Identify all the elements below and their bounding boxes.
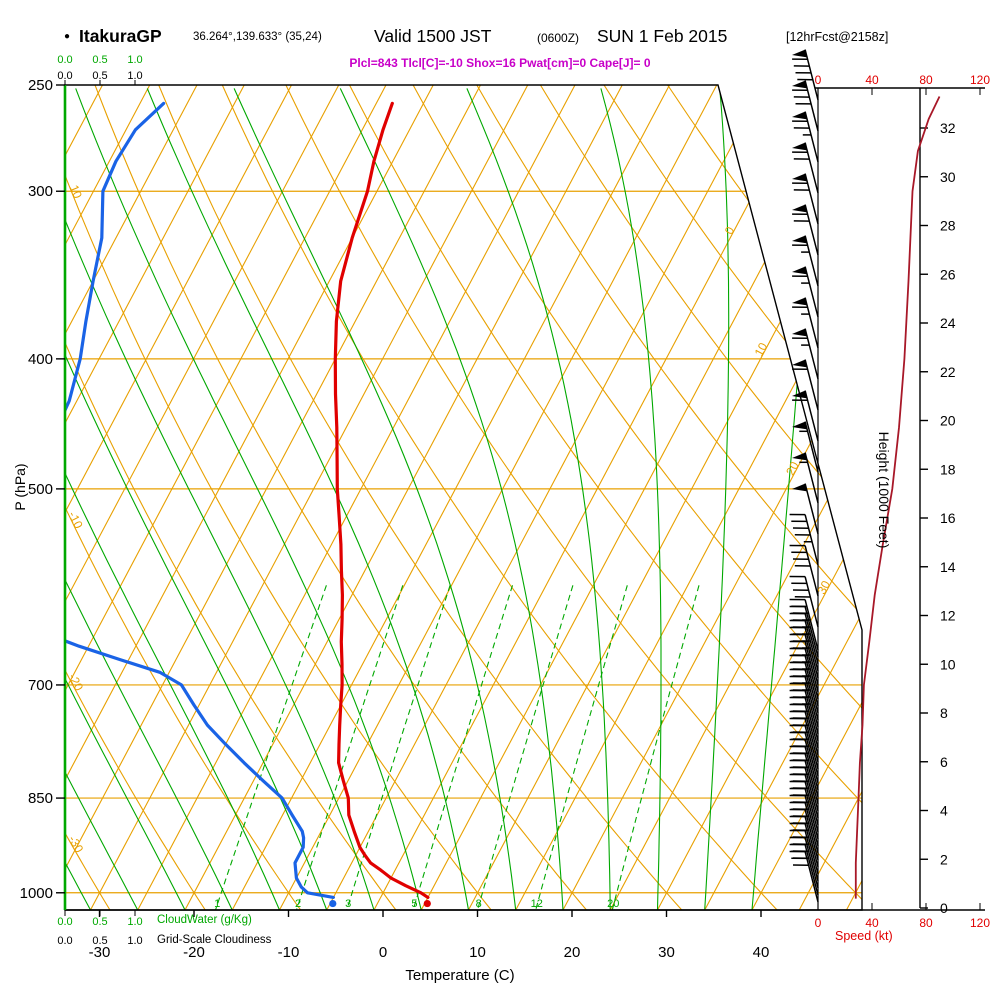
svg-text:0: 0 bbox=[722, 224, 738, 237]
svg-text:1.0: 1.0 bbox=[127, 70, 142, 82]
svg-text:18: 18 bbox=[940, 461, 956, 477]
svg-text:30: 30 bbox=[815, 578, 834, 597]
surface-dewpoint-dot bbox=[329, 899, 337, 908]
wind-barbs bbox=[789, 49, 819, 903]
svg-text:-20: -20 bbox=[183, 944, 205, 961]
svg-text:26: 26 bbox=[940, 266, 956, 282]
svg-text:0.0: 0.0 bbox=[57, 54, 72, 66]
svg-text:30: 30 bbox=[658, 944, 675, 961]
mixing-ratio-labels: 1 2 3 5 8 12 20 bbox=[214, 898, 619, 910]
svg-text:0.5: 0.5 bbox=[92, 54, 107, 66]
skewt-background bbox=[65, 85, 862, 910]
svg-text:0: 0 bbox=[815, 916, 822, 930]
svg-text:250: 250 bbox=[28, 77, 53, 94]
svg-text:40: 40 bbox=[753, 944, 770, 961]
svg-text:6: 6 bbox=[940, 754, 948, 770]
svg-text:40: 40 bbox=[865, 916, 879, 930]
svg-text:0.0: 0.0 bbox=[57, 916, 72, 928]
svg-text:20: 20 bbox=[940, 413, 956, 429]
svg-text:30: 30 bbox=[940, 169, 956, 185]
svg-text:1.0: 1.0 bbox=[127, 935, 142, 947]
valid-time: Valid 1500 JST bbox=[374, 26, 492, 46]
svg-text:22: 22 bbox=[940, 364, 956, 380]
dewpoint-curve bbox=[65, 101, 335, 900]
surface-markers bbox=[329, 899, 431, 908]
svg-text:5: 5 bbox=[411, 898, 417, 910]
svg-text:10: 10 bbox=[67, 183, 85, 201]
svg-text:40: 40 bbox=[865, 73, 879, 87]
svg-text:20: 20 bbox=[783, 459, 802, 478]
svg-text:-10: -10 bbox=[65, 509, 85, 531]
svg-text:80: 80 bbox=[919, 73, 933, 87]
temperature-curve bbox=[333, 101, 430, 900]
svg-text:20: 20 bbox=[607, 898, 619, 910]
svg-text:28: 28 bbox=[940, 218, 956, 234]
svg-text:0.5: 0.5 bbox=[92, 70, 107, 82]
svg-text:12: 12 bbox=[531, 898, 543, 910]
cloudiness-scale-title: Grid-Scale Cloudiness bbox=[157, 934, 272, 946]
svg-text:0.0: 0.0 bbox=[57, 935, 72, 947]
svg-text:0.5: 0.5 bbox=[92, 916, 107, 928]
svg-text:10: 10 bbox=[940, 656, 956, 672]
svg-text:0.5: 0.5 bbox=[92, 935, 107, 947]
cloudwater-scale-title: CloudWater (g/Kg) bbox=[157, 914, 252, 926]
svg-text:3: 3 bbox=[345, 898, 351, 910]
temperature-axis-title: Temperature (C) bbox=[405, 967, 515, 984]
svg-text:-30: -30 bbox=[65, 833, 86, 855]
valid-time-zulu: (0600Z) bbox=[537, 31, 580, 45]
svg-text:1: 1 bbox=[214, 898, 220, 910]
svg-text:32: 32 bbox=[940, 120, 956, 136]
svg-text:1000: 1000 bbox=[20, 885, 53, 902]
svg-text:-30: -30 bbox=[89, 944, 111, 961]
svg-text:700: 700 bbox=[28, 677, 53, 694]
surface-temperature-dot bbox=[423, 899, 431, 908]
svg-text:120: 120 bbox=[970, 916, 990, 930]
svg-text:14: 14 bbox=[940, 559, 956, 575]
height-axis-title: Height (1000 Feet) bbox=[876, 431, 892, 549]
svg-text:300: 300 bbox=[28, 183, 53, 200]
svg-text:12: 12 bbox=[940, 608, 956, 624]
svg-text:850: 850 bbox=[28, 790, 53, 807]
wind-speed-curve-group bbox=[854, 96, 941, 899]
station-name: ItakuraGP bbox=[79, 26, 162, 46]
svg-text:20: 20 bbox=[564, 944, 581, 961]
svg-text:4: 4 bbox=[940, 803, 948, 819]
svg-text:8: 8 bbox=[940, 705, 948, 721]
svg-text:-20: -20 bbox=[66, 671, 87, 693]
forecast-info: [12hrFcst@2158z] bbox=[786, 30, 889, 44]
valid-date: SUN 1 Feb 2015 bbox=[597, 26, 728, 46]
svg-text:2: 2 bbox=[940, 851, 948, 867]
pressure-axis-title: P (hPa) bbox=[12, 463, 28, 511]
sounding-curves bbox=[65, 101, 430, 900]
station-marker-dot: ● bbox=[64, 31, 71, 42]
svg-text:1.0: 1.0 bbox=[127, 54, 142, 66]
svg-text:10: 10 bbox=[469, 944, 486, 961]
wind-speed-curve bbox=[854, 96, 941, 899]
svg-text:120: 120 bbox=[970, 73, 990, 87]
svg-text:400: 400 bbox=[28, 351, 53, 368]
svg-text:2: 2 bbox=[295, 898, 301, 910]
speed-axis-title: Speed (kt) bbox=[835, 929, 893, 943]
svg-text:10: 10 bbox=[752, 340, 771, 359]
svg-text:80: 80 bbox=[919, 916, 933, 930]
svg-text:500: 500 bbox=[28, 481, 53, 498]
svg-text:24: 24 bbox=[940, 315, 956, 331]
svg-text:16: 16 bbox=[940, 510, 956, 526]
svg-text:0: 0 bbox=[379, 944, 387, 961]
station-coordinates: 36.264°,139.633° (35,24) bbox=[193, 31, 322, 43]
stability-parameters: Plcl=843 Tlcl[C]=-10 Shox=16 Pwat[cm]=0 … bbox=[349, 56, 651, 70]
svg-text:-10: -10 bbox=[278, 944, 300, 961]
svg-text:0: 0 bbox=[815, 73, 822, 87]
svg-text:0: 0 bbox=[940, 900, 948, 916]
svg-text:0.0: 0.0 bbox=[57, 70, 72, 82]
svg-text:8: 8 bbox=[476, 898, 482, 910]
svg-text:1.0: 1.0 bbox=[127, 916, 142, 928]
